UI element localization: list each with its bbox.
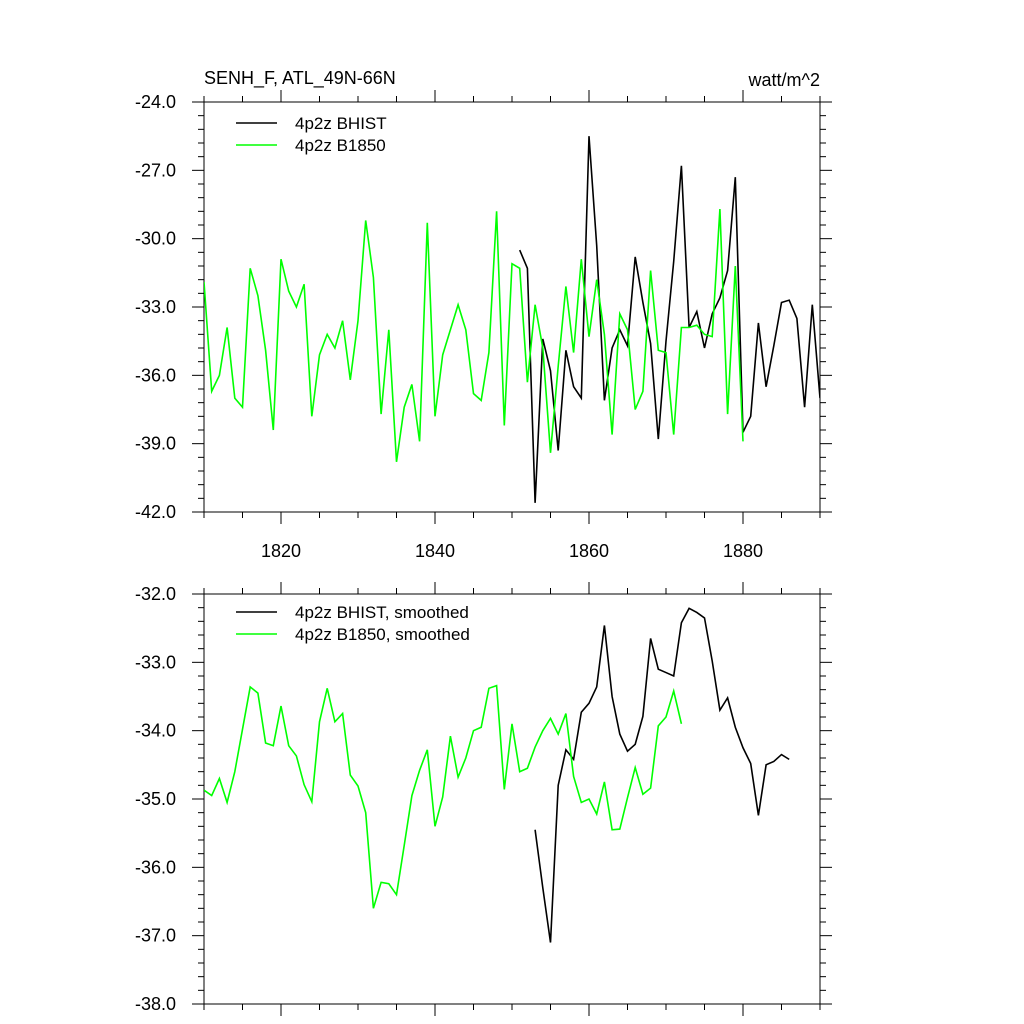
plot-frame	[203, 593, 821, 1005]
y-tick-label: -24.0	[135, 92, 176, 112]
x-tick-label: 1880	[723, 541, 763, 561]
legend-label: 4p2z BHIST	[295, 114, 387, 133]
y-tick-label: -38.0	[135, 994, 176, 1014]
y-tick-label: -33.0	[135, 652, 176, 672]
legend-label: 4p2z B1850	[295, 136, 386, 155]
x-tick-label: 1860	[569, 541, 609, 561]
series-line-b1850	[204, 209, 744, 463]
y-tick-label: -34.0	[135, 721, 176, 741]
y-tick-label: -27.0	[135, 160, 176, 180]
y-tick-label: -36.0	[135, 857, 176, 877]
series-line-bhist	[518, 136, 820, 503]
y-tick-label: -39.0	[135, 434, 176, 454]
legend-label: 4p2z B1850, smoothed	[295, 625, 470, 644]
x-tick-label: 1820	[261, 541, 301, 561]
y-tick-label: -30.0	[135, 229, 176, 249]
y-tick-label: -42.0	[135, 502, 176, 522]
series-line-b1850	[204, 684, 683, 909]
series-line-bhist	[534, 607, 790, 943]
legend-label: 4p2z BHIST, smoothed	[295, 603, 469, 622]
y-tick-label: -37.0	[135, 926, 176, 946]
x-tick-label: 1840	[415, 541, 455, 561]
units-label: watt/m^2	[748, 70, 820, 90]
chart-title: SENH_F, ATL_49N-66N	[204, 68, 396, 89]
y-tick-label: -33.0	[135, 297, 176, 317]
y-tick-label: -35.0	[135, 789, 176, 809]
top-panel: SENH_F, ATL_49N-66N watt/m^2 1820 1840 186…	[135, 68, 832, 561]
y-tick-label: -36.0	[135, 365, 176, 385]
y-tick-label: -32.0	[135, 584, 176, 604]
bottom-panel: -32.0 -33.0 -34.0 -35.0 -36.0 -37.0 -38.0 4p2z …	[135, 582, 832, 1016]
